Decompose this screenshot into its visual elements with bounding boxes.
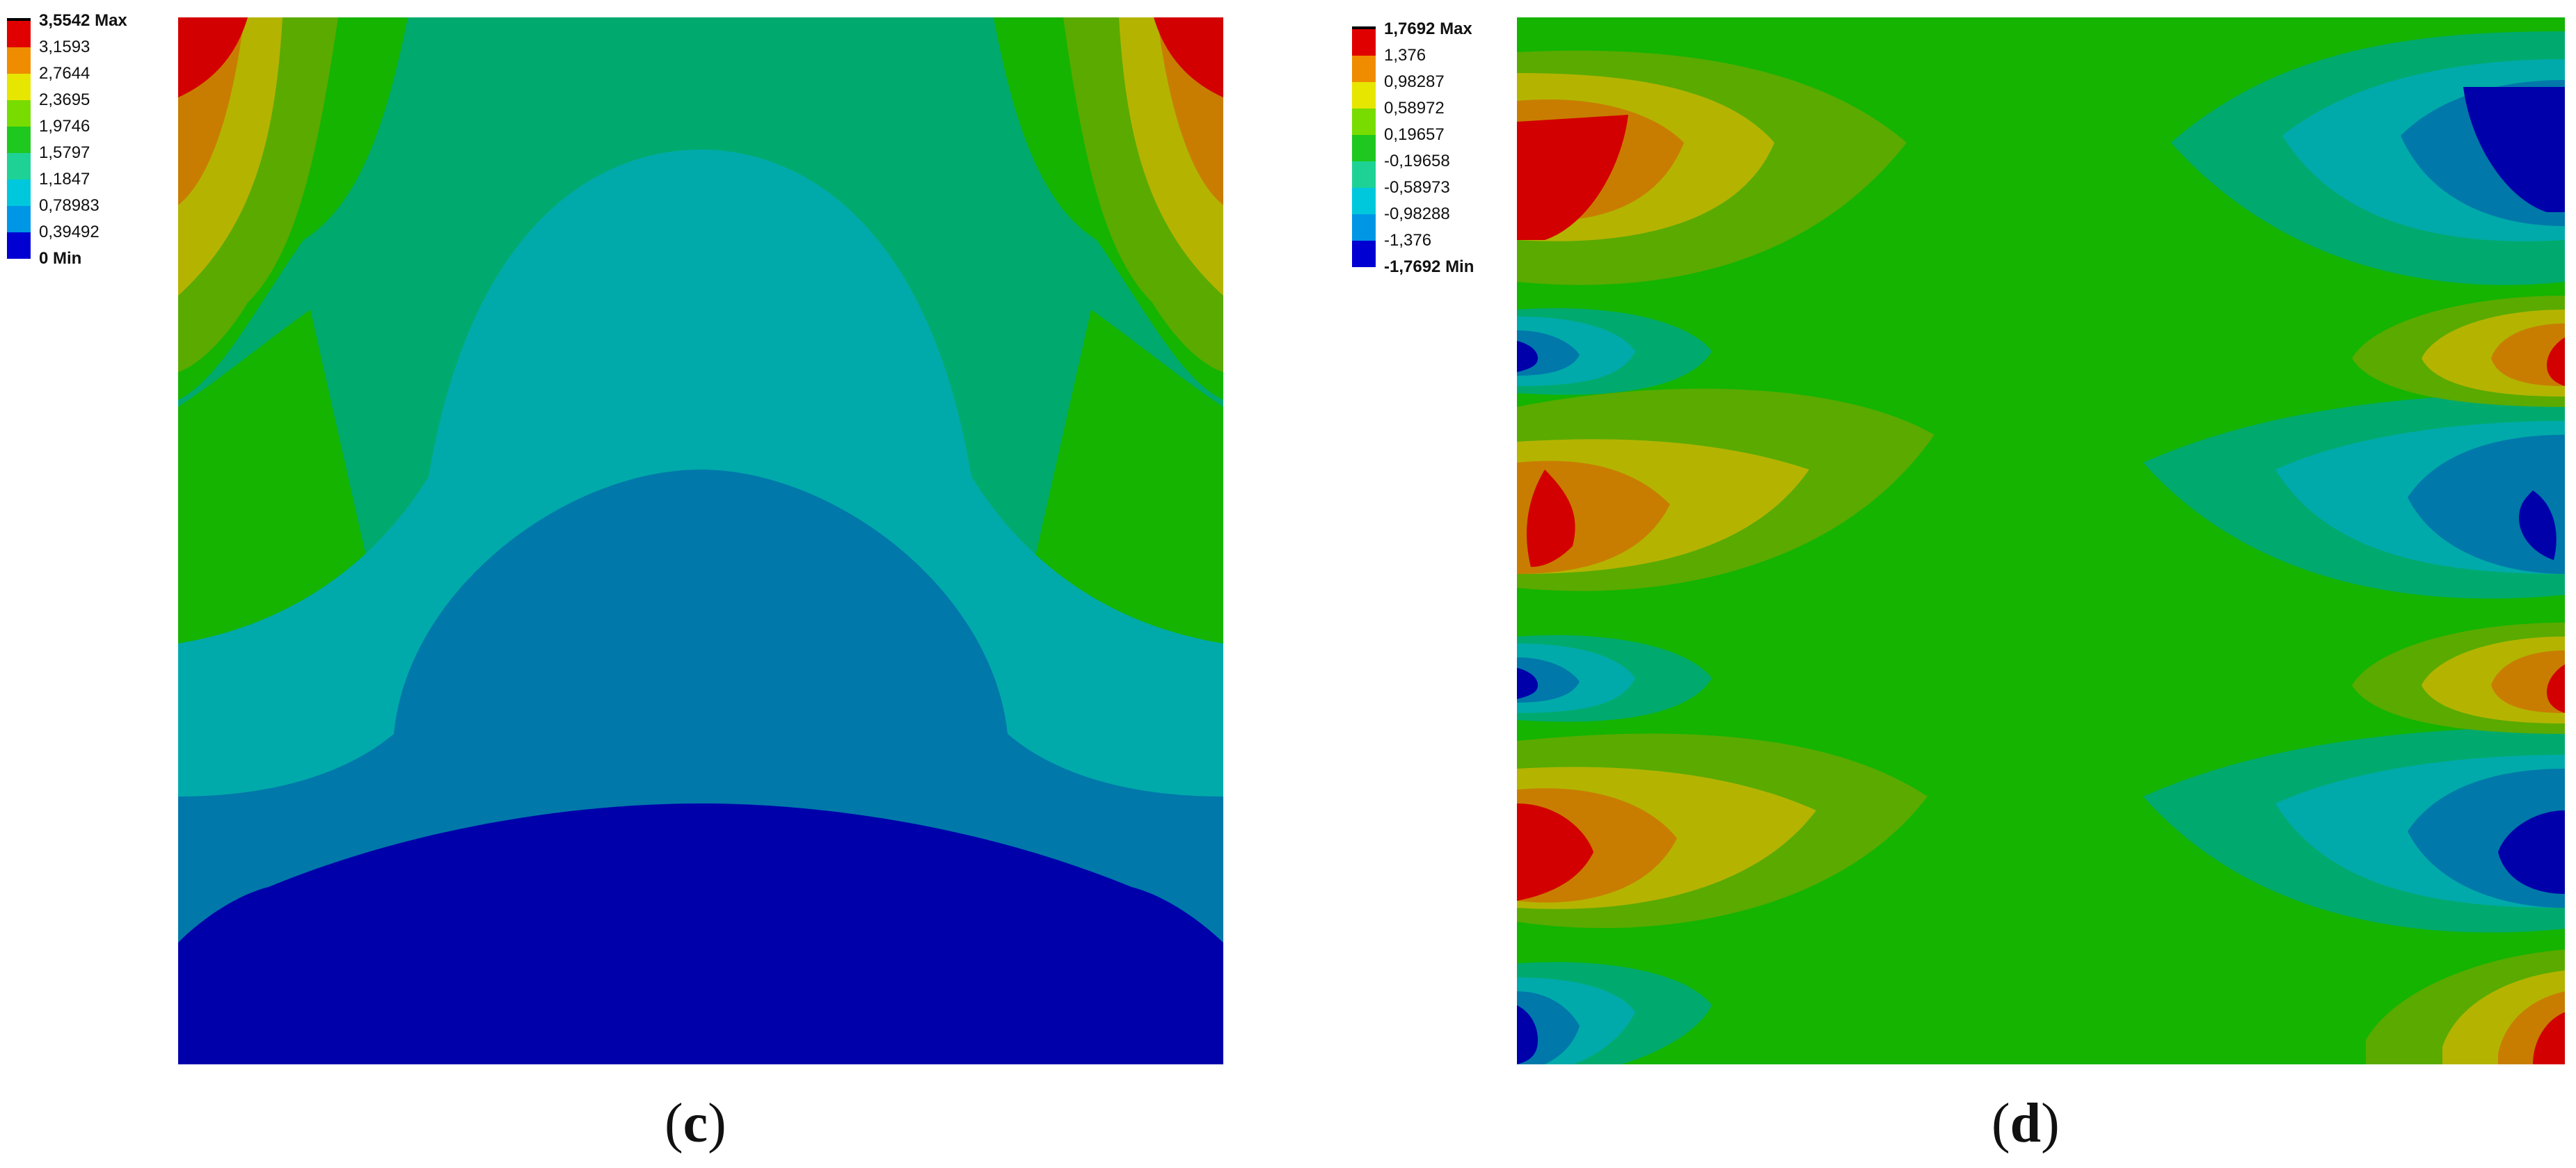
legend-c-swatch <box>7 127 31 153</box>
caption-d-close-paren: ) <box>2041 1093 2060 1154</box>
legend-d-label: -0,19658 <box>1384 152 1450 170</box>
legend-d-swatch <box>1352 214 1376 241</box>
legend-c-label: 1,5797 <box>39 143 90 162</box>
legend-c-label: 1,9746 <box>39 117 90 136</box>
caption-d-open-paren: ( <box>1991 1093 2010 1154</box>
legend-c-label: 1,1847 <box>39 170 90 189</box>
legend-c-label: 0,78983 <box>39 196 100 215</box>
legend-d-swatch <box>1352 82 1376 109</box>
contour-plot-c <box>178 17 1223 1064</box>
caption-c-open-paren: ( <box>665 1093 683 1154</box>
caption-d: (d) <box>1991 1092 2060 1155</box>
legend-d-swatch <box>1352 56 1376 82</box>
legend-d-label: 0,58972 <box>1384 99 1445 118</box>
legend-d-swatch <box>1352 161 1376 188</box>
legend-d-label: -1,376 <box>1384 231 1432 250</box>
legend-d-swatch <box>1352 29 1376 56</box>
legend-d-label: 0,98287 <box>1384 72 1445 91</box>
legend-c-swatch <box>7 100 31 127</box>
legend-d-swatch <box>1352 109 1376 135</box>
legend-d-label: 1,376 <box>1384 46 1426 65</box>
legend-c-label: 3,1593 <box>39 38 90 56</box>
legend-d-label: -1,7692 Min <box>1384 257 1474 276</box>
caption-c: (c) <box>665 1092 726 1155</box>
contour-plot-c-graphic <box>178 17 1223 1064</box>
caption-c-close-paren: ) <box>708 1093 726 1154</box>
legend-d-label: 1,7692 Max <box>1384 19 1472 38</box>
legend-d-swatch <box>1352 135 1376 161</box>
caption-c-letter: c <box>683 1093 708 1154</box>
legend-c-swatch <box>7 232 31 259</box>
legend-c-label: 0,39492 <box>39 223 100 241</box>
legend-c-swatch <box>7 74 31 100</box>
legend-c-swatch <box>7 47 31 74</box>
legend-c-label: 0 Min <box>39 249 82 268</box>
legend-d-label: 0,19657 <box>1384 125 1445 144</box>
legend-c-swatch <box>7 179 31 206</box>
legend-c-label: 2,3695 <box>39 90 90 109</box>
legend-d-swatch <box>1352 241 1376 267</box>
legend-c-label: 2,7644 <box>39 64 90 83</box>
contour-plot-d-graphic <box>1517 17 2565 1064</box>
caption-d-letter: d <box>2010 1093 2042 1154</box>
legend-d-top-marker <box>1352 26 1376 29</box>
legend-c-swatch <box>7 21 31 47</box>
legend-c-top-marker <box>7 18 31 21</box>
legend-d-swatch <box>1352 188 1376 214</box>
legend-c-label: 3,5542 Max <box>39 11 127 30</box>
legend-c-swatch <box>7 153 31 179</box>
contour-plot-d <box>1517 17 2565 1064</box>
legend-c-swatch <box>7 206 31 232</box>
legend-d-label: -0,98288 <box>1384 205 1450 223</box>
legend-d-label: -0,58973 <box>1384 178 1450 197</box>
